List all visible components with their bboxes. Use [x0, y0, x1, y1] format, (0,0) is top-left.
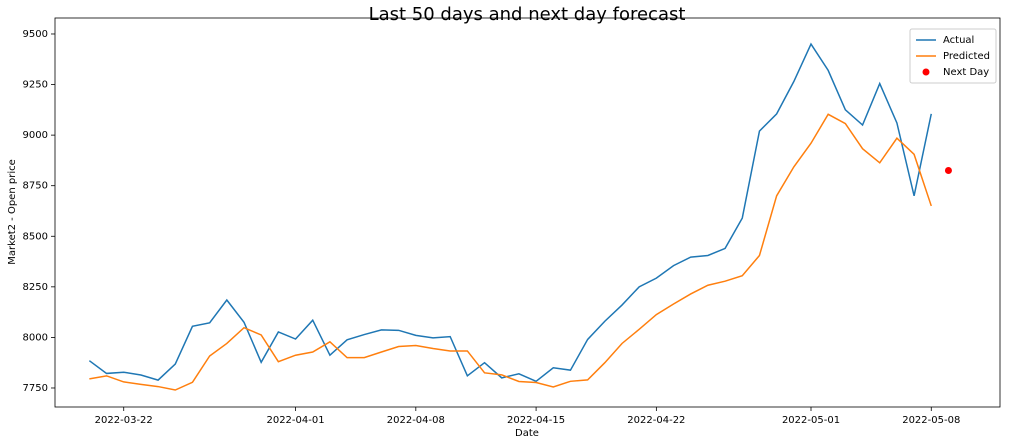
y-tick-label: 8500: [23, 231, 48, 242]
plot-frame: [54, 17, 1001, 408]
y-axis-label: Market2 - Open price: [7, 159, 18, 264]
y-tick-label: 8250: [23, 282, 48, 293]
x-tick-label: 2022-04-22: [627, 415, 685, 426]
legend-label: Predicted: [943, 51, 990, 62]
x-tick-label: 2022-04-08: [387, 415, 445, 426]
x-tick-label: 2022-04-01: [266, 415, 324, 426]
legend-box: [909, 28, 997, 84]
scatter-point: [944, 167, 952, 175]
chart-title: Last 50 days and next day forecast: [369, 4, 686, 25]
y-tick-label: 8000: [23, 332, 48, 343]
x-tick-label: 2022-05-08: [902, 415, 960, 426]
y-tick-label: 9250: [23, 80, 48, 91]
y-tick-label: 8750: [23, 181, 48, 192]
y-tick-label: 9000: [23, 130, 48, 141]
data-line: [89, 113, 932, 391]
x-tick-label: 2022-04-15: [507, 415, 565, 426]
legend-marker: [922, 68, 930, 76]
y-tick-label: 9500: [23, 29, 48, 40]
x-tick-label: 2022-03-22: [95, 415, 153, 426]
legend-label: Actual: [943, 35, 974, 46]
y-tick-label: 7750: [23, 383, 48, 394]
legend-label: Next Day: [943, 67, 989, 78]
x-axis-label: Date: [515, 428, 539, 439]
data-line: [88, 42, 933, 383]
x-tick-label: 2022-05-01: [782, 415, 840, 426]
